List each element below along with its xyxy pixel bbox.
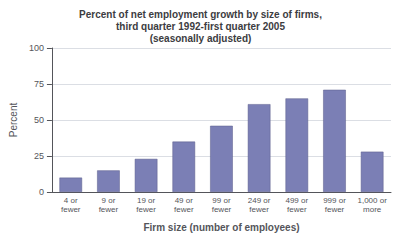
svg-text:25: 25	[34, 151, 44, 161]
svg-text:fewer: fewer	[287, 205, 307, 214]
svg-text:third quarter 1992-first quart: third quarter 1992-first quarter 2005	[116, 21, 285, 32]
svg-text:more: more	[363, 205, 382, 214]
svg-text:50: 50	[34, 115, 44, 125]
svg-text:Percent: Percent	[8, 103, 19, 138]
svg-text:fewer: fewer	[212, 205, 232, 214]
svg-text:Firm size (number of employees: Firm size (number of employees)	[143, 222, 299, 233]
svg-text:0: 0	[39, 187, 44, 197]
svg-text:fewer: fewer	[249, 205, 269, 214]
svg-text:49 or: 49 or	[175, 196, 194, 205]
svg-text:499 or: 499 or	[285, 196, 308, 205]
svg-text:fewer: fewer	[61, 205, 81, 214]
svg-text:(seasonally adjusted): (seasonally adjusted)	[150, 33, 252, 44]
svg-text:fewer: fewer	[99, 205, 119, 214]
svg-text:999 or: 999 or	[323, 196, 346, 205]
svg-text:9 or: 9 or	[102, 196, 116, 205]
svg-text:fewer: fewer	[136, 205, 156, 214]
svg-text:fewer: fewer	[174, 205, 194, 214]
svg-text:1,000 or: 1,000 or	[357, 196, 387, 205]
svg-text:100: 100	[29, 43, 44, 53]
svg-text:4 or: 4 or	[64, 196, 78, 205]
svg-text:75: 75	[34, 79, 44, 89]
svg-text:Percent of net employment grow: Percent of net employment growth by size…	[79, 9, 322, 20]
svg-text:19 or: 19 or	[137, 196, 156, 205]
svg-text:fewer: fewer	[325, 205, 345, 214]
svg-text:249 or: 249 or	[248, 196, 271, 205]
svg-text:99 or: 99 or	[212, 196, 231, 205]
